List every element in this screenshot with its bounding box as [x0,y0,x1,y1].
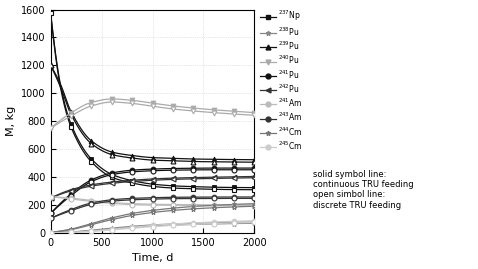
Legend: $^{237}$Np, $^{238}$Pu, $^{239}$Pu, $^{240}$Pu, $^{241}$Pu, $^{242}$Pu, $^{241}$: $^{237}$Np, $^{238}$Pu, $^{239}$Pu, $^{2… [261,9,303,152]
Text: solid symbol line:
continuous TRU feeding
open simbol line:
discrete TRU feeding: solid symbol line: continuous TRU feedin… [313,170,414,210]
Y-axis label: M, kg: M, kg [6,106,16,136]
X-axis label: Time, d: Time, d [132,253,173,263]
